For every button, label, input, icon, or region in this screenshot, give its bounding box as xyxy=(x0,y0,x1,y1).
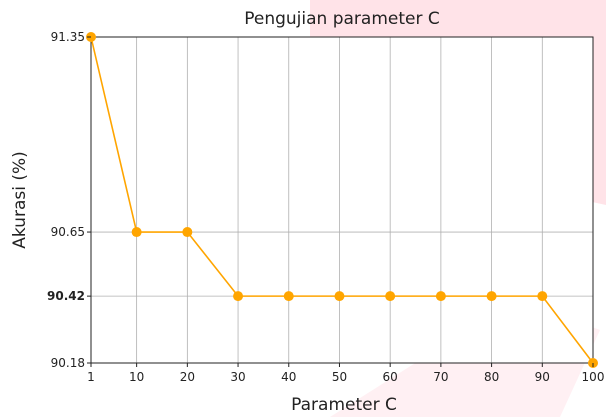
data-point xyxy=(131,227,142,238)
data-point xyxy=(385,291,396,302)
x-tick-label: 20 xyxy=(180,370,195,384)
plot-area xyxy=(91,37,593,363)
x-axis-title: Parameter C xyxy=(291,395,397,415)
data-point xyxy=(283,291,294,302)
y-axis-title: Akurasi (%) xyxy=(10,151,30,249)
data-point xyxy=(334,291,345,302)
x-tick-label: 70 xyxy=(433,370,448,384)
x-tick-label: 40 xyxy=(281,370,296,384)
x-tick-label: 1 xyxy=(87,370,95,384)
x-tick-label: 30 xyxy=(230,370,245,384)
series-group xyxy=(86,32,598,368)
x-axis-ticks: 1 10 20 30 40 50 60 70 80 90 100 xyxy=(87,363,604,384)
data-point xyxy=(537,291,548,302)
y-tick-label: 90.65 xyxy=(51,225,85,239)
x-tick-label: 90 xyxy=(535,370,550,384)
data-point xyxy=(182,227,193,238)
x-tick-label: 50 xyxy=(332,370,347,384)
y-tick-label: 90.42 xyxy=(47,289,85,303)
x-tick-label: 10 xyxy=(129,370,144,384)
chart-title: Pengujian parameter C xyxy=(244,9,440,29)
x-tick-label: 100 xyxy=(582,370,605,384)
plot-frame xyxy=(90,36,594,364)
y-tick-label: 90.18 xyxy=(51,356,85,370)
data-point xyxy=(233,291,244,302)
y-tick-label: 91.35 xyxy=(51,30,85,44)
x-tick-label: 60 xyxy=(383,370,398,384)
x-tick-label: 80 xyxy=(484,370,499,384)
data-point xyxy=(435,291,446,302)
data-point xyxy=(486,291,497,302)
y-axis-ticks: 91.35 90.65 90.42 90.18 xyxy=(47,30,91,370)
